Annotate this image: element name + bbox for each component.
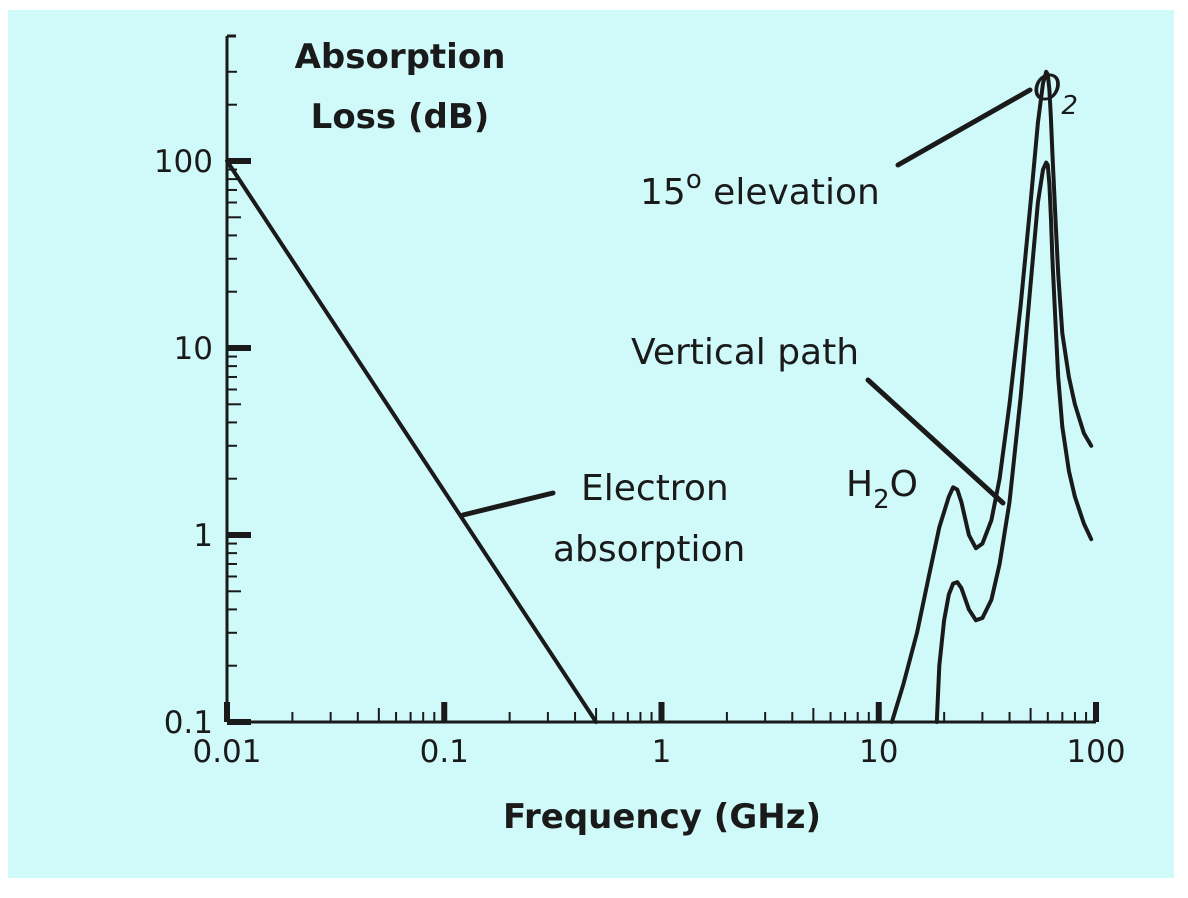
series-group bbox=[225, 69, 1094, 724]
x-tick-label: 10 bbox=[859, 734, 898, 770]
x-tick-label: 0.01 bbox=[192, 734, 261, 770]
y-tick-label: 100 bbox=[154, 144, 213, 180]
series-line-electron bbox=[225, 159, 599, 724]
chart-panel: 0.01 0.1 1 10 100 0.1 1 10 100 Absorption Loss (… bbox=[8, 10, 1174, 878]
y-tick-label: 10 bbox=[174, 331, 213, 367]
y-tick-label: 1 bbox=[193, 518, 213, 554]
y-axis-title-line1: Absorption bbox=[295, 37, 506, 77]
x-tick-label: 100 bbox=[1066, 734, 1125, 770]
electron-label-line1: Electron bbox=[581, 468, 729, 509]
electron-label-line2: absorption bbox=[553, 529, 745, 570]
vertical-path-leader-line bbox=[865, 377, 1006, 506]
y-axis-title-line2: Loss (dB) bbox=[311, 97, 490, 137]
x-tick-label: 0.1 bbox=[420, 734, 469, 770]
h2o-label: H2O bbox=[846, 464, 918, 515]
o2-leader-line bbox=[895, 87, 1033, 168]
y-tick-label: 0.1 bbox=[164, 705, 213, 741]
o2-label: O2 bbox=[1033, 68, 1078, 121]
x-axis-title: Frequency (GHz) bbox=[503, 797, 821, 837]
tick-marks bbox=[224, 70, 1099, 725]
series-line-vertical bbox=[934, 160, 1094, 724]
x-tick-label: 1 bbox=[652, 734, 672, 770]
elevation-label: 15o elevation bbox=[640, 165, 880, 213]
series-line-elevation bbox=[889, 69, 1094, 724]
vertical-path-label: Vertical path bbox=[631, 332, 859, 373]
electron-leader-line bbox=[460, 490, 556, 518]
